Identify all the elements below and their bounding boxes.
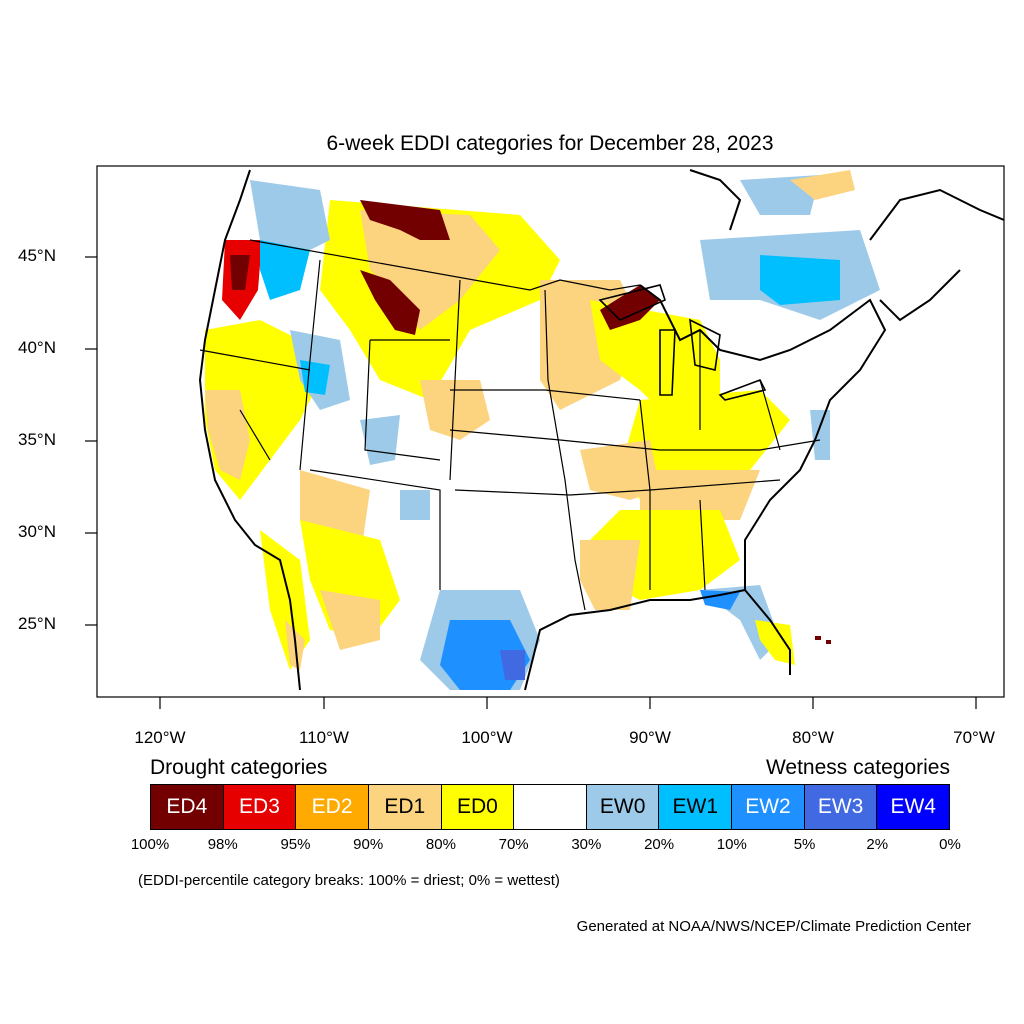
lon-label-80: 80°W: [792, 728, 834, 747]
percentile-label: 2%: [866, 836, 889, 853]
percentile-label: 5%: [793, 836, 816, 853]
bahamas-marks: [815, 636, 831, 644]
percentile-label: 0%: [939, 836, 961, 853]
percentile-label: 90%: [353, 836, 384, 853]
percentile-label: 20%: [644, 836, 675, 853]
lat-label-40: 40°N: [18, 338, 56, 357]
legend-box-ew0: EW0: [586, 785, 660, 829]
legend-box-ed3: ED3: [223, 785, 297, 829]
legend-box-ed0: ED0: [441, 785, 515, 829]
legend-box-ew3: EW3: [804, 785, 878, 829]
lon-label-100: 100°W: [461, 728, 513, 747]
percentile-label: 10%: [716, 836, 747, 853]
category-note: (EDDI-percentile category breaks: 100% =…: [138, 872, 560, 889]
map-title: 6-week EDDI categories for December 28, …: [326, 132, 774, 155]
legend-box-ew2: EW2: [732, 785, 805, 829]
lat-label-30: 30°N: [18, 522, 56, 541]
map-frame: [96, 165, 1005, 698]
wetness-heading: Wetness categories: [765, 756, 950, 779]
great-lakes: [598, 284, 767, 401]
lon-label-120: 120°W: [134, 728, 186, 747]
drought-heading: Drought categories: [150, 756, 328, 779]
credit-line: Generated at NOAA/NWS/NCEP/Climate Predi…: [576, 918, 971, 935]
lon-label-90: 90°W: [629, 728, 671, 747]
legend-box-ed2: ED2: [296, 785, 369, 829]
map-borders: [198, 169, 887, 691]
lat-label-45: 45°N: [18, 246, 56, 265]
lat-label-35: 35°N: [18, 430, 56, 449]
legend-box-ed4: ED4: [151, 785, 224, 829]
percentile-label: 70%: [498, 836, 529, 853]
legend-bar: ED4 ED3 ED2 ED1 ED0 EW0 EW1 EW2 EW3 EW4: [150, 784, 950, 830]
axis-ticks: [85, 256, 977, 709]
percentile-label: 98%: [207, 836, 238, 853]
canada-coast: [689, 169, 1004, 322]
legend-box-normal: [514, 785, 587, 829]
legend-box-ed1: ED1: [368, 785, 442, 829]
percentile-label: 100%: [130, 836, 170, 853]
percentile-label: 80%: [425, 836, 456, 853]
category-shading: [205, 170, 880, 690]
legend-box-ew4: EW4: [877, 785, 950, 829]
percentile-label: 95%: [280, 836, 311, 853]
lat-label-25: 25°N: [18, 614, 56, 633]
lon-label-70: 70°W: [953, 728, 995, 747]
lon-label-110: 110°W: [299, 728, 349, 747]
percentile-label: 30%: [571, 836, 602, 853]
legend-box-ew1: EW1: [659, 785, 733, 829]
map-field: [198, 169, 1004, 691]
